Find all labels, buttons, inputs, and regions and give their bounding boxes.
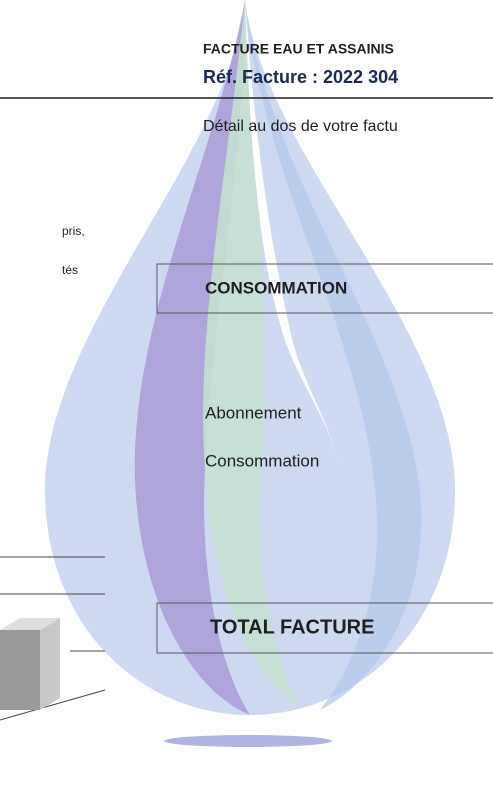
total-title: TOTAL FACTURE bbox=[210, 616, 374, 638]
page: FACTURE EAU ET ASSAINIS Réf. Facture : 2… bbox=[0, 0, 493, 787]
header-title: FACTURE EAU ET ASSAINIS bbox=[203, 41, 394, 57]
detail-note: Détail au dos de votre factu bbox=[203, 118, 398, 135]
line-item: Consommation bbox=[205, 451, 319, 470]
section-title: CONSOMMATION bbox=[205, 278, 347, 297]
text-fragment: pris, bbox=[62, 224, 85, 238]
line-item: Abonnement bbox=[205, 403, 302, 422]
text-fragment: tés bbox=[62, 263, 78, 277]
document: FACTURE EAU ET ASSAINIS Réf. Facture : 2… bbox=[0, 0, 493, 787]
reference: Réf. Facture : 2022 304 bbox=[203, 67, 398, 87]
gray-box bbox=[0, 618, 60, 710]
